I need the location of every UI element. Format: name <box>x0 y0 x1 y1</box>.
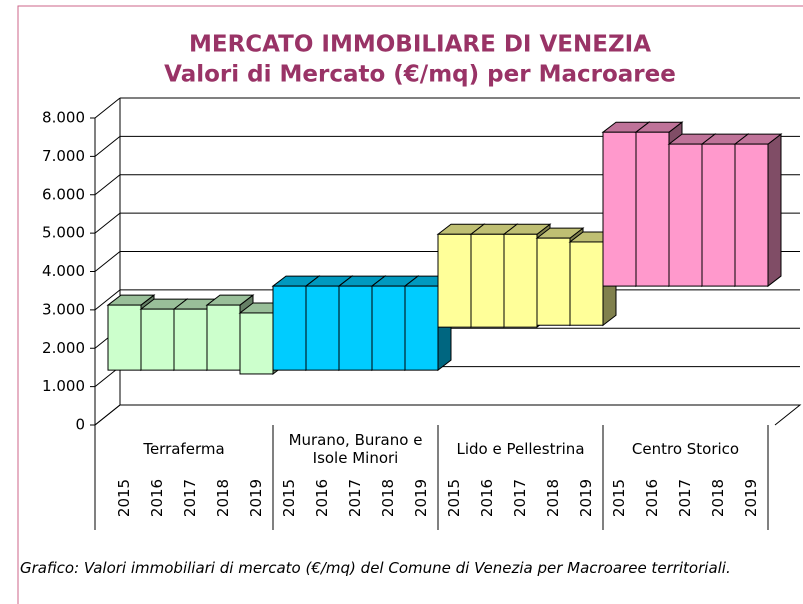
x-tick-label: 2015 <box>610 479 628 517</box>
x-tick-label: 2015 <box>280 479 298 517</box>
x-tick-label: 2018 <box>544 479 562 517</box>
bar <box>206 304 241 371</box>
grid-line <box>94 135 121 157</box>
y-tick-label: 0 <box>75 416 85 434</box>
group-label: Lido e Pellestrina <box>456 440 585 458</box>
y-tick-label: 6.000 <box>42 185 85 203</box>
bar <box>371 285 406 371</box>
x-tick-label: 2016 <box>148 479 166 517</box>
grid-line <box>94 289 121 311</box>
grid-line <box>94 404 121 426</box>
bar <box>437 233 472 328</box>
y-tick-label: 4.000 <box>42 262 85 280</box>
x-tick-label: 2015 <box>445 479 463 517</box>
grid-line <box>94 212 121 234</box>
bar <box>338 285 373 371</box>
x-tick-label: 2019 <box>742 479 760 517</box>
x-tick-label: 2019 <box>247 479 265 517</box>
bar <box>602 131 637 287</box>
bar <box>404 285 439 371</box>
caption: Grafico: Valori immobiliari di mercato (… <box>20 559 731 577</box>
group-label: Murano, Burano e Isole Minori <box>288 431 423 467</box>
bar <box>173 308 208 371</box>
x-tick-label: 2017 <box>181 479 199 517</box>
bar <box>668 143 703 287</box>
y-tick-label: 3.000 <box>42 300 85 318</box>
bar <box>140 308 175 371</box>
x-tick-label: 2017 <box>676 479 694 517</box>
y-tick-label: 2.000 <box>42 339 85 357</box>
x-tick-label: 2018 <box>214 479 232 517</box>
floor <box>94 404 802 426</box>
bar <box>635 131 670 287</box>
x-tick-label: 2015 <box>115 479 133 517</box>
bar <box>305 285 340 371</box>
group-label: Terraferma <box>143 440 225 458</box>
bar <box>239 312 274 375</box>
bar <box>569 241 604 326</box>
grid-line <box>94 97 121 119</box>
x-tick-label: 2017 <box>511 479 529 517</box>
bar <box>503 233 538 328</box>
frame <box>17 5 803 604</box>
x-tick-label: 2016 <box>643 479 661 517</box>
group-label: Centro Storico <box>631 440 740 458</box>
grid-line <box>94 251 121 272</box>
x-tick-label: 2018 <box>709 479 727 517</box>
bar <box>272 285 307 371</box>
y-tick-label: 7.000 <box>42 147 85 165</box>
bar <box>701 143 736 287</box>
x-tick-label: 2019 <box>412 479 430 517</box>
bar <box>470 233 505 328</box>
bar <box>734 143 769 287</box>
y-tick-label: 8.000 <box>42 109 85 127</box>
bar-side <box>767 133 782 288</box>
y-tick-label: 1.000 <box>42 377 85 395</box>
x-tick-label: 2016 <box>313 479 331 517</box>
chart-title: MERCATO IMMOBILIARE DI VENEZIA <box>189 32 651 58</box>
x-tick-label: 2018 <box>379 479 397 517</box>
bar <box>107 304 142 371</box>
chart-subtitle: Valori di Mercato (€/mq) per Macroaree <box>164 62 676 88</box>
x-tick-label: 2016 <box>478 479 496 517</box>
x-tick-label: 2017 <box>346 479 364 517</box>
grid-line <box>94 174 121 196</box>
y-tick-label: 5.000 <box>42 224 85 242</box>
bar <box>536 237 571 326</box>
x-tick-label: 2019 <box>577 479 595 517</box>
